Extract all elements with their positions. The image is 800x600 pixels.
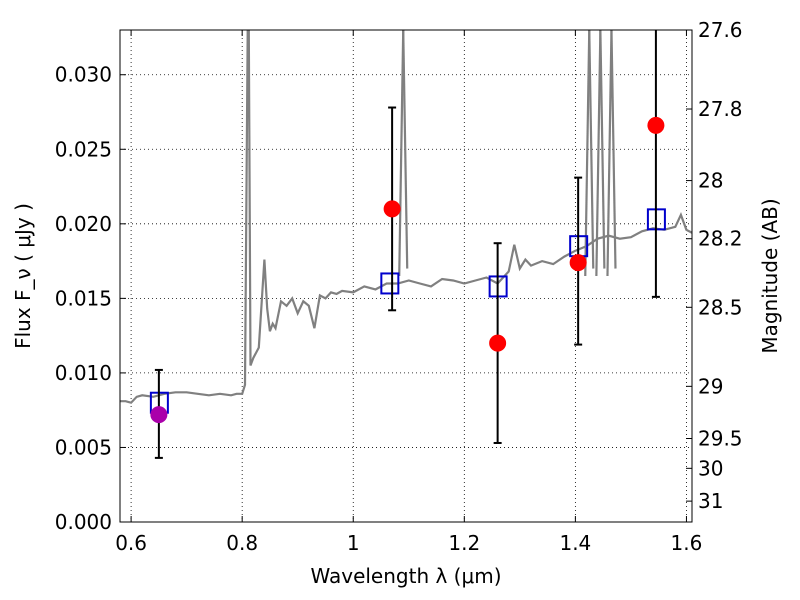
right-tick-label: 28.5 <box>698 295 743 319</box>
spectrum-spike <box>402 30 409 269</box>
y-axis-label: Flux F_ν ( μJy ) <box>11 203 35 349</box>
y-tick-label: 0.020 <box>55 212 112 236</box>
observed-point <box>569 254 587 272</box>
plot-area <box>120 30 692 522</box>
y-tick-label: 0.015 <box>55 286 112 310</box>
y-tick-label: 0.030 <box>55 63 112 87</box>
right-tick-label: 27.8 <box>698 97 743 121</box>
model-bandpass-marker <box>380 272 400 295</box>
spectrum-spike <box>610 30 617 269</box>
plot-frame <box>119 29 693 523</box>
spectrum-spike <box>599 30 606 269</box>
right-tick-label: 28.2 <box>698 227 743 251</box>
x-axis-label: Wavelength λ (μm) <box>310 564 501 588</box>
x-axis: 0.6 0.8 1 1.2 1.4 1.6 <box>115 30 702 555</box>
x-tick-label: 0.6 <box>115 531 147 555</box>
y-tick-label: 0.010 <box>55 361 112 385</box>
right-tick-label: 29.5 <box>698 427 743 451</box>
x-tick-label: 1.2 <box>448 531 480 555</box>
model-spectrum-line <box>120 30 692 404</box>
svg-text:Magnitude (AB): Magnitude (AB) <box>758 198 782 353</box>
right-axis-label: Magnitude (AB) <box>758 198 782 353</box>
y-axis: 0.000 0.005 0.010 0.015 0.020 0.025 0.030 <box>55 63 126 534</box>
y-tick-label: 0.000 <box>55 510 112 534</box>
spectrum-spike <box>595 30 602 277</box>
observed-point <box>150 406 168 424</box>
right-tick-label: 29 <box>698 374 723 398</box>
x-tick-label: 1 <box>347 531 360 555</box>
svg-text:Flux F_ν ( μJy ): Flux F_ν ( μJy ) <box>11 203 35 349</box>
x-tick-label: 1.4 <box>559 531 591 555</box>
right-tick-label: 30 <box>698 456 723 480</box>
spectrum-spike <box>588 30 595 269</box>
plot-contents <box>120 30 692 459</box>
right-tick-label: 31 <box>698 489 723 513</box>
x-tick-label: 0.8 <box>226 531 258 555</box>
y-tick-label: 0.005 <box>55 435 112 459</box>
observed-point <box>647 116 665 134</box>
right-tick-label: 28 <box>698 169 723 193</box>
spectrum-spike <box>398 30 405 277</box>
y-tick-label: 0.025 <box>55 137 112 161</box>
right-tick-label: 27.6 <box>698 18 743 42</box>
right-axis: 27.6 27.8 28 28.2 28.5 29 29.5 30 31 <box>686 18 743 513</box>
observed-point <box>489 334 507 352</box>
spectrum-spike <box>606 30 613 277</box>
spectrum-spike <box>584 30 591 277</box>
x-tick-label: 1.6 <box>671 531 703 555</box>
observed-point <box>383 200 401 218</box>
